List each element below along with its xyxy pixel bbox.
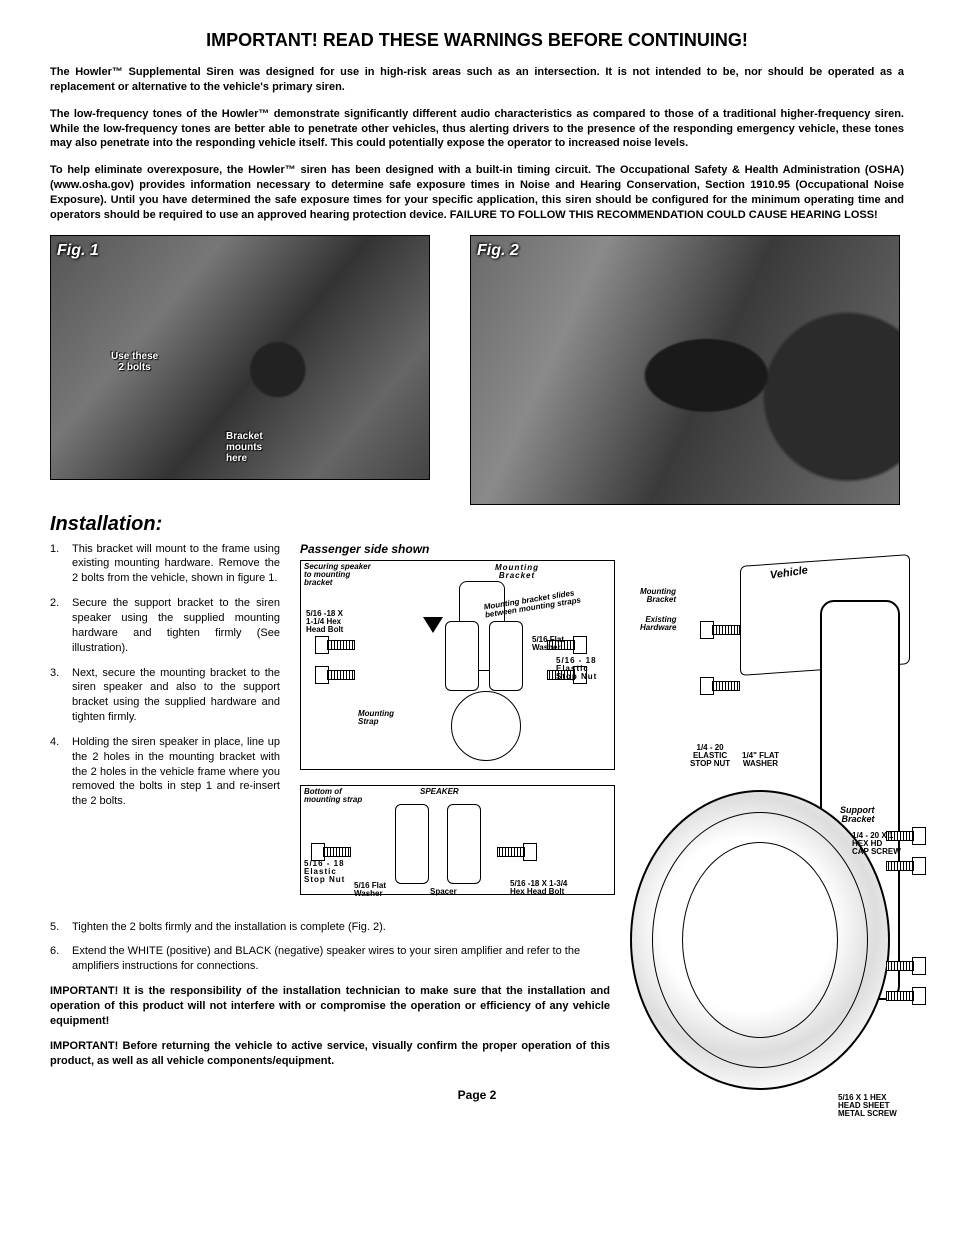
- label-mounting-strap: Mounting Strap: [358, 710, 394, 727]
- diagram-strap-shape: [447, 804, 481, 884]
- main-columns: 1.This bracket will mount to the frame u…: [50, 542, 904, 1180]
- diagram-bolt-shape: [888, 860, 926, 870]
- warning-para-3: To help eliminate overexposure, the Howl…: [50, 163, 904, 222]
- step-number: 4.: [50, 735, 72, 809]
- label-hex-bolt-b: 5/16 -18 X 1-3/4 Hex Head Bolt: [510, 880, 567, 897]
- step-4: 4.Holding the siren speaker in place, li…: [50, 735, 280, 809]
- diagram-bolt-shape: [499, 846, 537, 856]
- diagram-bolt-shape: [315, 669, 353, 679]
- diagram-speaker-shape: [630, 790, 890, 1090]
- step-text: Holding the siren speaker in place, line…: [72, 735, 280, 809]
- diagram-strap-shape: [489, 621, 523, 691]
- figure-1-callout-bracket: Bracket mounts here: [226, 431, 263, 464]
- label-elastic-stop-nut-a: 5/16 - 18 Elastic Stop Nut: [556, 657, 597, 682]
- diagram-bolt-shape: [700, 680, 738, 690]
- diagram-bolt-shape: [888, 990, 926, 1000]
- warning-para-1: The Howler™ Supplemental Siren was desig…: [50, 65, 904, 95]
- label-flat-washer-b: 5/16 Flat Washer: [354, 882, 386, 899]
- label-mounting-bracket-top: Mounting Bracket: [495, 564, 539, 581]
- steps-column: 1.This bracket will mount to the frame u…: [50, 542, 280, 1180]
- label-stop-nut-b: 5/16 - 18 Elastic Stop Nut: [304, 860, 345, 885]
- diagram-bolt-shape: [315, 639, 353, 649]
- figure-1: Fig. 1 Use these 2 bolts Bracket mounts …: [50, 235, 430, 480]
- diagram-strap-shape: [395, 804, 429, 884]
- step-number: 3.: [50, 666, 72, 725]
- arrow-down-icon: [423, 617, 443, 633]
- figures-row: Fig. 1 Use these 2 bolts Bracket mounts …: [50, 235, 904, 505]
- figure-2-photo: [471, 236, 899, 504]
- diagram-bolt-shape: [311, 846, 349, 856]
- installation-heading: Installation:: [50, 513, 904, 536]
- label-quarter-stop-nut: 1/4 - 20 ELASTIC STOP NUT: [690, 744, 730, 769]
- diagram-column: Passenger side shown Securing speaker to…: [300, 542, 904, 1180]
- diagram-ring-shape: [451, 691, 521, 761]
- label-flat-washer-a: 5/16 Flat Washer: [532, 636, 564, 653]
- installation-diagram: Securing speaker to mounting bracket 5/1…: [300, 560, 900, 1180]
- label-bottom-strap: Bottom of mounting strap: [304, 788, 362, 805]
- diagram-speaker-ring: [682, 842, 838, 1038]
- label-speaker: SPEAKER: [420, 788, 459, 796]
- label-spacer: Spacer: [430, 888, 457, 896]
- label-sheet-metal-screw: 5/16 X 1 HEX HEAD SHEET METAL SCREW: [838, 1094, 897, 1119]
- step-number: 1.: [50, 542, 72, 587]
- step-number: 5.: [50, 920, 72, 935]
- figure-1-callout-bolts: Use these 2 bolts: [111, 351, 158, 373]
- installation-steps: 1.This bracket will mount to the frame u…: [50, 542, 280, 810]
- diagram-strap-shape: [445, 621, 479, 691]
- figure-2-label: Fig. 2: [477, 242, 519, 260]
- label-cap-screw: 1/4 - 20 X 1 HEX HD CAP SCREW: [852, 832, 901, 857]
- step-text: Next, secure the mounting bracket to the…: [72, 666, 280, 725]
- label-support-bracket: Support Bracket: [840, 806, 875, 825]
- label-hex-bolt-a: 5/16 -18 X 1-1/4 Hex Head Bolt: [306, 610, 343, 635]
- label-securing-speaker: Securing speaker to mounting bracket: [304, 563, 371, 588]
- step-3: 3.Next, secure the mounting bracket to t…: [50, 666, 280, 725]
- figure-2: Fig. 2: [470, 235, 900, 505]
- figure-1-label: Fig. 1: [57, 242, 99, 260]
- step-text: This bracket will mount to the frame usi…: [72, 542, 280, 587]
- step-text: Secure the support bracket to the siren …: [72, 596, 280, 655]
- step-number: 6.: [50, 944, 72, 974]
- diagram-bolt-shape: [888, 960, 926, 970]
- label-existing-hardware: Existing Hardware: [640, 616, 676, 633]
- step-number: 2.: [50, 596, 72, 655]
- diagram-bolt-shape: [700, 624, 738, 634]
- step-1: 1.This bracket will mount to the frame u…: [50, 542, 280, 587]
- warning-para-2: The low-frequency tones of the Howler™ d…: [50, 107, 904, 152]
- label-quarter-flat-washer: 1/4" FLAT WASHER: [742, 752, 779, 769]
- label-mounting-bracket-right: Mounting Bracket: [640, 588, 676, 605]
- passenger-side-label: Passenger side shown: [300, 542, 904, 556]
- step-2: 2.Secure the support bracket to the sire…: [50, 596, 280, 655]
- page-title: IMPORTANT! READ THESE WARNINGS BEFORE CO…: [50, 30, 904, 51]
